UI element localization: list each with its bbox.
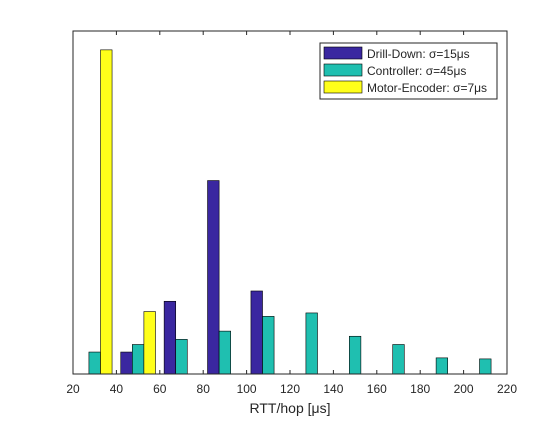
bar-controller-70 (175, 339, 188, 375)
bar-drill-down-110 (250, 290, 263, 375)
legend: Drill-Down: σ=15μs Controller: σ=45μs Moto… (319, 42, 498, 100)
x-axis-label: RTT/hop [μs] (250, 400, 331, 416)
x-tick-label-140: 140 (323, 382, 343, 396)
bar-drill-down-70 (163, 300, 177, 375)
bar-controller-110 (262, 316, 275, 375)
bar-motor-encoder-30 (100, 49, 113, 375)
legend-swatch-1 (323, 63, 363, 77)
x-tick-label-20: 20 (66, 382, 80, 396)
x-axis-ticks: 20 40 60 80 100 120 140 160 180 200 220 (66, 31, 517, 396)
bar-controller-130 (305, 312, 318, 375)
x-tick-label-120: 120 (280, 382, 300, 396)
legend-label-2: Motor-Encoder: σ=7μs (367, 81, 487, 95)
bar-controller-150 (349, 335, 362, 375)
bar-controller-50 (132, 344, 145, 375)
legend-label-0: Drill-Down: σ=15μs (367, 47, 470, 61)
x-tick-label-100: 100 (237, 382, 257, 396)
x-tick-label-80: 80 (197, 382, 211, 396)
bar-controller-30 (88, 351, 101, 375)
bar-controller-170 (392, 344, 405, 375)
x-tick-label-60: 60 (153, 382, 167, 396)
bar-controller-190 (435, 357, 448, 375)
legend-label-1: Controller: σ=45μs (367, 64, 466, 78)
legend-swatch-2 (323, 80, 363, 94)
bar-motor-encoder-50 (143, 311, 156, 375)
bar-drill-down-50 (120, 351, 133, 375)
bar-drill-down-90 (207, 180, 220, 375)
x-tick-label-200: 200 (454, 382, 474, 396)
x-tick-label-160: 160 (367, 382, 387, 396)
bar-controller-210 (479, 358, 492, 375)
x-tick-label-180: 180 (410, 382, 430, 396)
x-tick-label-40: 40 (110, 382, 124, 396)
legend-swatch-0 (323, 46, 363, 60)
x-tick-label-220: 220 (497, 382, 517, 396)
bar-controller-90 (218, 330, 231, 375)
